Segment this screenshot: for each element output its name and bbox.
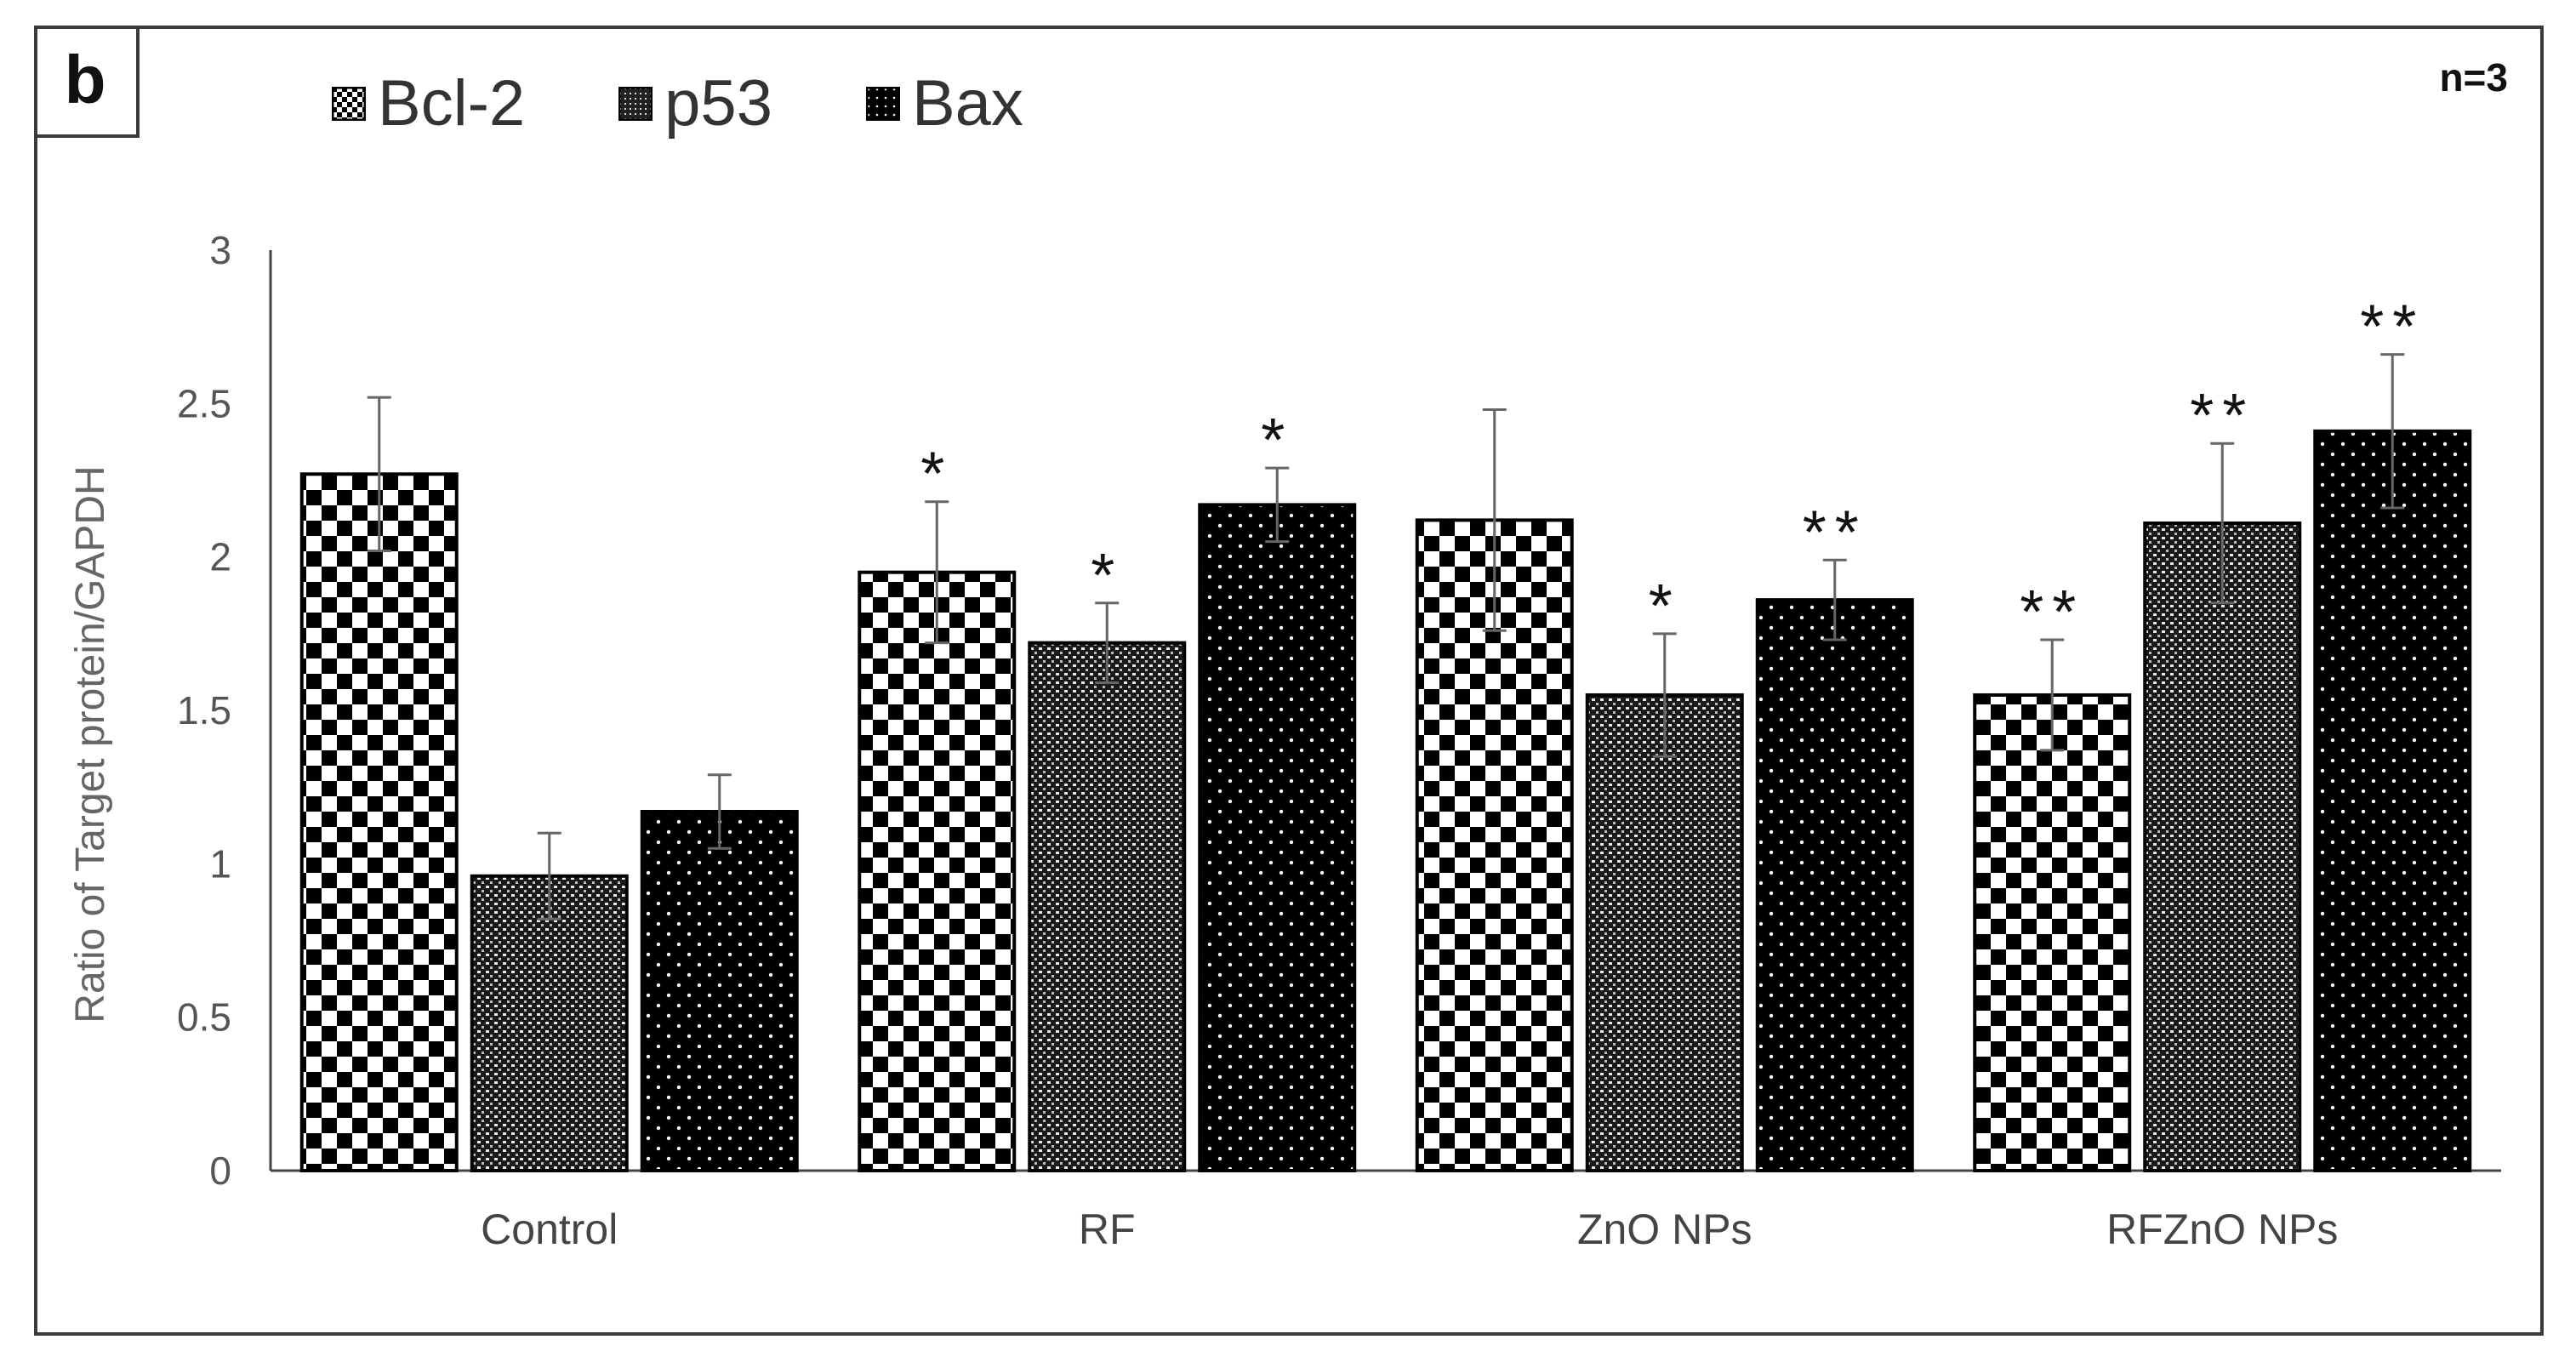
legend-item-p53: p53 (618, 66, 772, 140)
bar (1585, 693, 1744, 1172)
legend-swatch-p53 (618, 86, 653, 121)
sample-size-annotation: n=3 (2439, 55, 2508, 100)
y-tick-label: 3 (209, 228, 231, 272)
bar (640, 810, 799, 1173)
legend-label-bcl2: Bcl-2 (378, 67, 526, 140)
legend-label-bax: Bax (911, 67, 1023, 140)
bar (1198, 503, 1357, 1172)
panel-label: b (34, 26, 140, 138)
significance-marker: ** (1803, 499, 1867, 567)
significance-marker: ** (2360, 294, 2425, 362)
significance-marker: * (1261, 407, 1293, 475)
bar (1028, 641, 1187, 1172)
significance-marker: * (1649, 573, 1681, 641)
y-tick-label: 2.5 (177, 381, 231, 425)
legend-item-bcl2: Bcl-2 (332, 66, 525, 140)
y-axis-label: Ratio of Target protein/GAPDH (68, 465, 113, 1023)
legend-label-p53: p53 (664, 67, 772, 140)
y-tick-label: 2 (209, 535, 231, 579)
x-tick-label: Control (481, 1206, 618, 1253)
legend-swatch-bax (865, 86, 900, 121)
significance-marker: ** (2190, 382, 2254, 450)
y-tick-label: 1.5 (177, 688, 231, 732)
significance-marker: ** (2020, 579, 2084, 647)
significance-marker: * (1091, 542, 1123, 610)
y-tick-label: 0.5 (177, 995, 231, 1040)
bar (2313, 429, 2472, 1172)
y-tick-label: 1 (209, 841, 231, 886)
bar (1973, 693, 2132, 1172)
bar (2143, 521, 2302, 1172)
y-tick-label: 0 (209, 1149, 231, 1193)
x-tick-label: RFZnO NPs (2106, 1206, 2338, 1253)
x-tick-label: RF (1079, 1206, 1136, 1253)
significance-marker: * (920, 441, 953, 509)
bar (1755, 598, 1914, 1172)
legend-swatch-bcl2 (332, 86, 366, 121)
x-tick-label: ZnO NPs (1577, 1206, 1752, 1253)
chart-legend: Bcl-2 p53 Bax (332, 66, 1023, 140)
bar (299, 472, 459, 1172)
legend-item-bax: Bax (865, 66, 1023, 140)
bar (858, 570, 1017, 1172)
